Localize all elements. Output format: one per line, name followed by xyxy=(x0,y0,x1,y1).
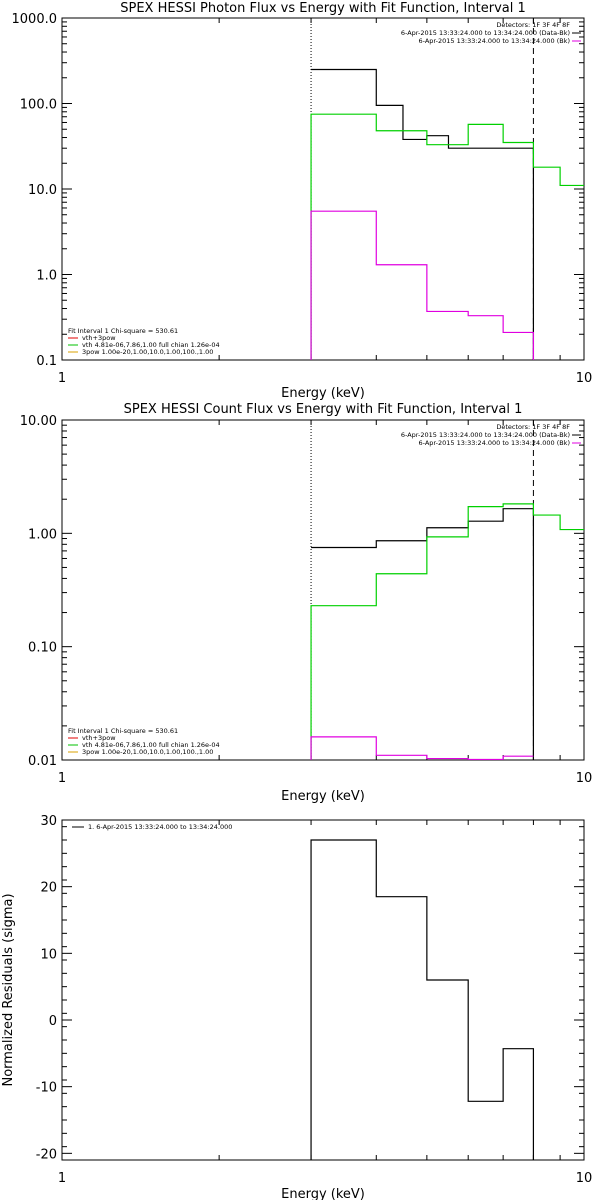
legend-entry: 1. 6-Apr-2015 13:33:24.000 to 13:34:24.0… xyxy=(88,823,232,831)
y-axis-label: Normalized Residuals (sigma) xyxy=(1,893,16,1086)
series-histogram-2 xyxy=(310,503,584,760)
x-axis-label: Energy (keV) xyxy=(281,1187,365,1200)
series-histogram-3 xyxy=(310,736,534,760)
x-tick-label: 10 xyxy=(576,1171,593,1186)
y-tick-label: 0.10 xyxy=(28,641,57,656)
y-tick-label: 0.1 xyxy=(36,354,57,369)
legend-entry: 6-Apr-2015 13:33:24.000 to 13:34:24.000 … xyxy=(419,37,570,45)
series-histogram-1 xyxy=(311,68,535,360)
legend-entry: 3pow 1.00e-20,1.00,10.0,1.00,100.,1.00 xyxy=(82,348,213,356)
plot-frame xyxy=(61,419,585,761)
series-histogram-1 xyxy=(310,839,535,1160)
chart-panel-2: SPEX HESSI Count Flux vs Energy with Fit… xyxy=(20,402,592,804)
y-tick-label: 20 xyxy=(40,881,57,896)
x-axis-label: Energy (keV) xyxy=(281,789,365,804)
legend-entry: Detectors: 1F 3F 4F 8F xyxy=(496,21,570,29)
y-tick-label: 1000.0 xyxy=(12,12,58,27)
y-tick-label: 10.0 xyxy=(28,183,57,198)
legend-entry: 6-Apr-2015 13:33:24.000 to 13:34:24.000 … xyxy=(401,29,570,37)
y-tick-label: 100.0 xyxy=(20,98,57,113)
y-tick-label: 10 xyxy=(40,947,57,962)
y-tick-label: -10 xyxy=(36,1081,57,1096)
legend-entry: vth 4.81e-06,7.86,1.00 full chian 1.26e-… xyxy=(82,341,220,349)
legend-entry: Detectors: 1F 3F 4F 8F xyxy=(496,423,570,431)
legend-entry: Fit Interval 1 Chi-square = 530.61 xyxy=(68,727,178,735)
plot-area xyxy=(310,18,584,360)
legend-entry: 6-Apr-2015 13:33:24.000 to 13:34:24.000 … xyxy=(401,431,570,439)
series-histogram-2 xyxy=(310,113,584,360)
x-axis-label: Energy (keV) xyxy=(281,386,365,401)
x-tick-label: 1 xyxy=(58,1171,66,1186)
legend-entry: vth+3pow xyxy=(82,734,116,742)
y-tick-label: -20 xyxy=(36,1147,57,1162)
chart-panel-3: 1 10 30 20 10 0 -10 -20 Energy (keV) Normalized R… xyxy=(1,814,592,1200)
y-tick-label: 0 xyxy=(49,1014,57,1029)
x-tick-label: 1 xyxy=(58,771,66,786)
legend-entry: 3pow 1.00e-20,1.00,10.0,1.00,100.,1.00 xyxy=(82,748,213,756)
chart-title: SPEX HESSI Photon Flux vs Energy with Fi… xyxy=(120,1,526,16)
plot-frame xyxy=(61,819,585,1161)
plot-area xyxy=(310,839,535,1160)
legend-entry: Fit Interval 1 Chi-square = 530.61 xyxy=(68,327,178,335)
y-tick-label: 1.0 xyxy=(36,269,57,284)
x-tick-label: 10 xyxy=(576,371,593,386)
legend-entry: vth 4.81e-06,7.86,1.00 full chian 1.26e-… xyxy=(82,741,220,749)
x-tick-label: 1 xyxy=(58,371,66,386)
series-histogram-3 xyxy=(310,210,535,360)
y-tick-label: 10.00 xyxy=(20,414,57,429)
plot-area xyxy=(310,420,584,760)
legend-entry: vth+3pow xyxy=(82,334,116,342)
y-tick-label: 0.01 xyxy=(28,754,57,769)
chart-title: SPEX HESSI Count Flux vs Energy with Fit… xyxy=(124,402,523,417)
series-histogram-1 xyxy=(311,508,535,760)
y-tick-label: 1.00 xyxy=(28,527,57,542)
legend-entry: 6-Apr-2015 13:33:24.000 to 13:34:24.000 … xyxy=(419,439,570,447)
y-tick-label: 30 xyxy=(40,814,57,829)
x-tick-label: 10 xyxy=(576,771,593,786)
chart-panel-1: SPEX HESSI Photon Flux vs Energy with Fi… xyxy=(12,1,593,401)
